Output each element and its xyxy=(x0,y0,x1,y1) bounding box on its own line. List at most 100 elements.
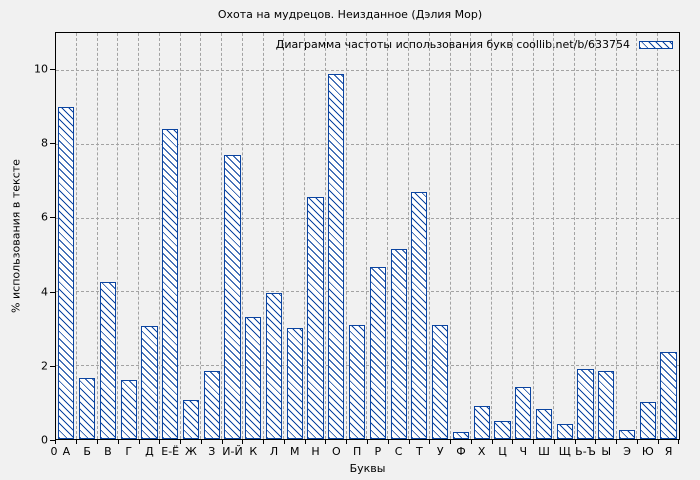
x-tick-mark xyxy=(678,440,680,444)
gridline-v xyxy=(532,33,534,439)
x-tick-label: З xyxy=(208,445,216,458)
gridline-v xyxy=(138,33,140,439)
x-tick-label: Ж xyxy=(185,445,197,458)
bar xyxy=(432,324,449,439)
x-tick-mark xyxy=(636,440,638,444)
gridline-v xyxy=(594,33,596,439)
category-cell xyxy=(409,33,431,444)
y-tick-mark xyxy=(50,217,55,219)
y-tick-label: 4 xyxy=(41,285,48,299)
bars-row xyxy=(56,33,680,444)
category-cell xyxy=(367,33,389,444)
x-axis-tick-labels: А Б В Г Д Е-Ё Ж З И-Й К Л М Н О П Р С Т У Ф Х Ц Ч Ш Щ Ь-Ъ Ы Э Ю Я xyxy=(56,445,679,458)
x-tick-mark xyxy=(304,440,306,444)
y-tick-label: 8 xyxy=(41,136,48,150)
x-tick-mark xyxy=(512,440,514,444)
category-cell xyxy=(201,33,223,444)
y-tick-label: 6 xyxy=(41,210,48,224)
x-tick-mark xyxy=(616,440,618,444)
bar xyxy=(307,197,324,439)
x-tick-mark xyxy=(117,440,119,444)
x-tick-label: О xyxy=(332,445,341,458)
x-tick-label: С xyxy=(394,445,403,458)
category-cell xyxy=(222,33,244,444)
gridline-h xyxy=(56,217,679,219)
gridline-v xyxy=(408,33,410,439)
bar xyxy=(286,328,303,439)
category-cell xyxy=(56,33,78,444)
gridline-v xyxy=(449,33,451,439)
x-tick-mark xyxy=(429,440,431,444)
category-cell xyxy=(471,33,493,444)
x-tick-label: К xyxy=(249,445,258,458)
x-tick-mark xyxy=(283,440,285,444)
x-tick-label: Т xyxy=(416,445,423,458)
x-tick-label: Ь-Ъ xyxy=(575,445,596,458)
gridline-v xyxy=(366,33,368,439)
y-tick-mark xyxy=(50,69,55,71)
x-tick-mark xyxy=(76,440,78,444)
bar xyxy=(515,387,532,439)
category-cell xyxy=(284,33,306,444)
gridline-v xyxy=(428,33,430,439)
x-tick-label: Г xyxy=(125,445,133,458)
x-tick-label: Ф xyxy=(456,445,466,458)
bar xyxy=(577,368,594,439)
category-cell xyxy=(160,33,182,444)
x-tick-label: Щ xyxy=(558,445,571,458)
x-tick-label: Р xyxy=(374,445,382,458)
gridline-v xyxy=(304,33,306,439)
x-tick-mark xyxy=(263,440,265,444)
x-tick-mark xyxy=(242,440,244,444)
y-tick-label: 10 xyxy=(34,62,48,76)
category-cell xyxy=(637,33,659,444)
gridline-v xyxy=(324,33,326,439)
category-cell xyxy=(554,33,576,444)
bar xyxy=(349,324,366,439)
x-tick-mark xyxy=(97,440,99,444)
x-tick-label: И-Й xyxy=(222,445,243,458)
x-tick-label: Л xyxy=(269,445,279,458)
x-tick-mark xyxy=(533,440,535,444)
gridline-v xyxy=(615,33,617,439)
category-cell xyxy=(326,33,348,444)
x-tick-mark xyxy=(408,440,410,444)
x-tick-label: Б xyxy=(83,445,91,458)
category-cell xyxy=(388,33,410,444)
x-tick-label: Е-Ё xyxy=(161,445,180,458)
gridline-v xyxy=(345,33,347,439)
gridline-v xyxy=(511,33,513,439)
gridline-v xyxy=(158,33,160,439)
x-axis-origin-tick xyxy=(55,440,56,444)
category-cell xyxy=(658,33,680,444)
x-tick-label: П xyxy=(352,445,362,458)
y-tick-label: 0 xyxy=(41,433,48,447)
bar xyxy=(618,429,636,439)
bar xyxy=(328,73,345,439)
x-tick-mark xyxy=(595,440,597,444)
x-tick-mark xyxy=(200,440,202,444)
bar xyxy=(556,424,573,439)
y-tick-mark xyxy=(50,440,55,441)
category-cell xyxy=(98,33,119,444)
category-cell xyxy=(575,33,597,444)
bar xyxy=(224,154,241,439)
x-tick-mark xyxy=(346,440,348,444)
gridline-h xyxy=(56,365,679,367)
bar xyxy=(141,326,158,439)
bar xyxy=(660,352,677,439)
category-cell xyxy=(513,33,535,444)
x-tick-label: Ю xyxy=(641,445,654,458)
category-cell xyxy=(77,33,99,444)
category-cell xyxy=(451,33,472,444)
x-tick-mark xyxy=(491,440,493,444)
x-tick-label: Э xyxy=(623,445,631,458)
bar xyxy=(452,431,470,439)
gridline-v xyxy=(241,33,243,439)
category-cell xyxy=(430,33,452,444)
bar xyxy=(598,370,615,439)
y-tick-mark xyxy=(50,365,55,367)
x-tick-label: У xyxy=(436,445,444,458)
x-tick-mark xyxy=(325,440,327,444)
